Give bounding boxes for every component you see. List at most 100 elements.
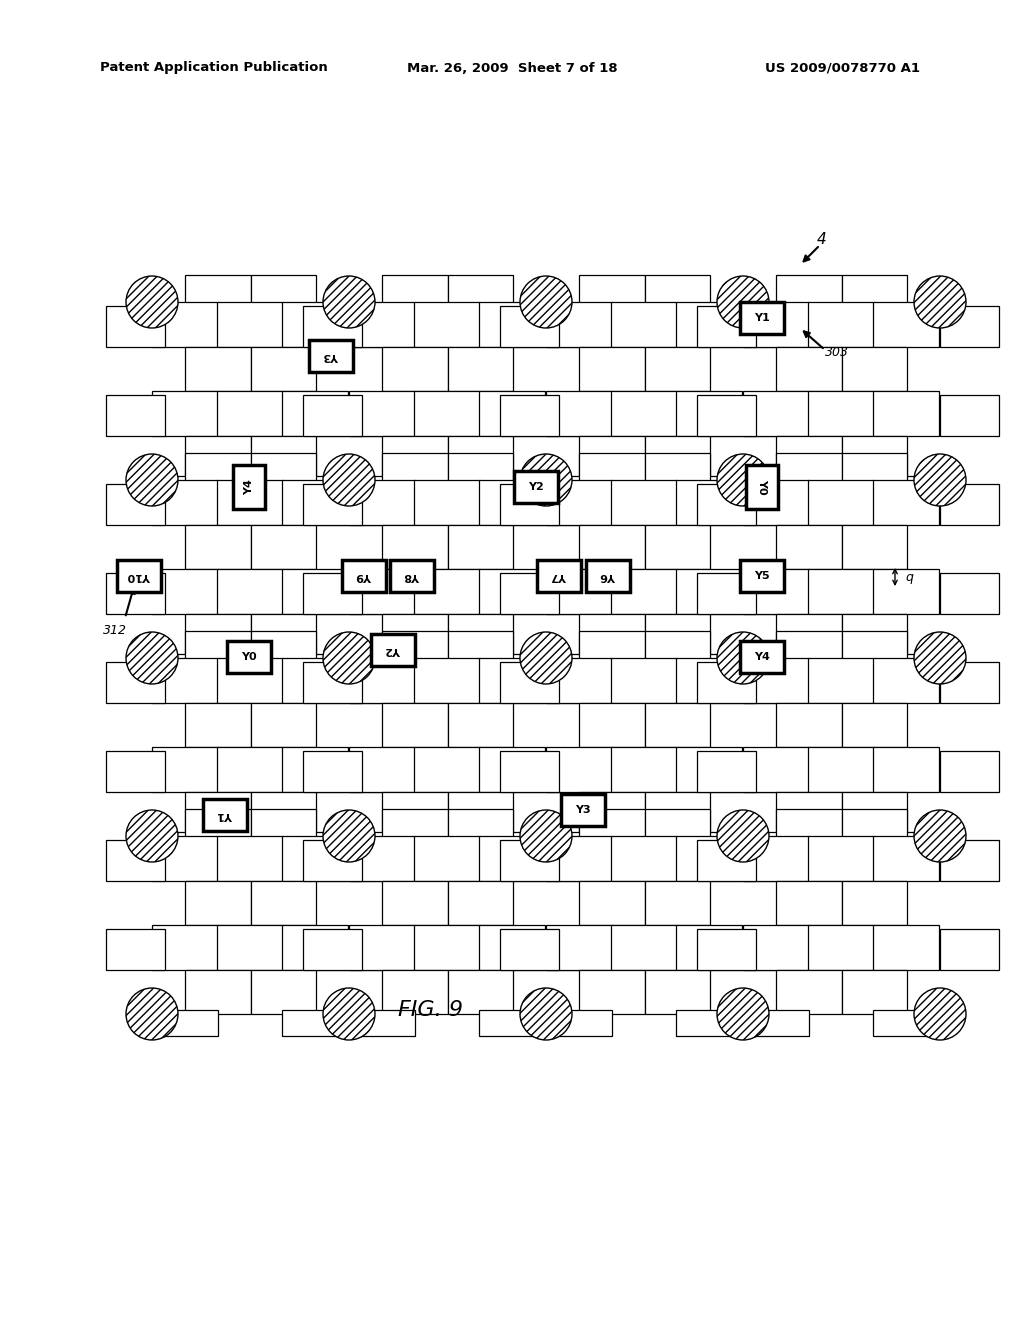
Bar (644, 809, 711, 851)
Bar (152, 1010, 218, 1036)
Bar (185, 792, 251, 836)
Bar (479, 475, 545, 502)
Bar (383, 631, 449, 673)
Bar (106, 396, 165, 436)
Circle shape (717, 810, 769, 862)
Bar (697, 841, 756, 880)
Bar (349, 306, 409, 346)
Bar (546, 751, 605, 792)
Bar (743, 747, 809, 792)
Bar (251, 346, 316, 391)
Bar (644, 631, 711, 673)
Bar (349, 841, 409, 880)
Bar (447, 524, 513, 569)
Bar (251, 436, 316, 480)
Bar (251, 453, 316, 495)
Bar (676, 836, 741, 880)
Bar (546, 832, 611, 858)
Bar (743, 573, 802, 614)
Bar (611, 480, 677, 524)
Bar (349, 1010, 415, 1036)
Bar (383, 436, 449, 480)
Bar (743, 925, 809, 969)
Bar (537, 560, 581, 591)
Bar (479, 832, 545, 858)
Bar (185, 453, 251, 495)
Bar (776, 631, 842, 673)
Bar (644, 614, 711, 657)
Bar (676, 302, 741, 346)
Bar (611, 391, 677, 436)
Bar (842, 524, 907, 569)
Bar (152, 569, 218, 614)
Bar (217, 569, 283, 614)
Bar (479, 391, 545, 436)
Bar (676, 747, 741, 792)
Bar (349, 480, 415, 524)
Bar (349, 751, 409, 792)
Bar (940, 573, 999, 614)
Bar (676, 657, 741, 702)
Bar (383, 809, 449, 851)
Bar (873, 475, 939, 502)
Circle shape (914, 454, 966, 506)
Bar (217, 925, 283, 969)
Bar (743, 475, 809, 502)
Text: Y3: Y3 (324, 351, 339, 360)
Bar (676, 475, 741, 502)
Bar (251, 276, 316, 318)
Bar (644, 436, 711, 480)
Bar (185, 702, 251, 747)
Circle shape (323, 987, 375, 1040)
Text: Y8: Y8 (404, 572, 420, 581)
Bar (479, 480, 545, 524)
Bar (479, 653, 545, 680)
Bar (842, 453, 907, 495)
Bar (479, 657, 545, 702)
Circle shape (323, 454, 375, 506)
Bar (940, 751, 999, 792)
Bar (479, 836, 545, 880)
Bar (842, 631, 907, 673)
Text: FIG. 9: FIG. 9 (397, 1001, 463, 1020)
Bar (500, 929, 559, 969)
Bar (776, 969, 842, 1014)
Bar (697, 306, 756, 346)
Circle shape (520, 987, 572, 1040)
Bar (842, 702, 907, 747)
Bar (546, 925, 611, 969)
Bar (873, 925, 939, 969)
Bar (873, 391, 939, 436)
Bar (676, 925, 741, 969)
Bar (697, 929, 756, 969)
Bar (414, 480, 479, 524)
Bar (500, 841, 559, 880)
Bar (106, 841, 165, 880)
Bar (414, 836, 479, 880)
Circle shape (126, 454, 178, 506)
Bar (644, 524, 711, 569)
Bar (842, 276, 907, 318)
Bar (282, 657, 348, 702)
Bar (611, 925, 677, 969)
Text: Y2: Y2 (528, 482, 544, 492)
Bar (546, 573, 605, 614)
Bar (580, 792, 645, 836)
Bar (251, 880, 316, 925)
Bar (349, 653, 415, 680)
Bar (873, 657, 939, 702)
Bar (940, 663, 999, 702)
Bar (776, 436, 842, 480)
Bar (282, 832, 348, 858)
Bar (414, 391, 479, 436)
Bar (842, 614, 907, 657)
Circle shape (914, 632, 966, 684)
Bar (227, 642, 271, 673)
Circle shape (717, 987, 769, 1040)
Text: Y1: Y1 (217, 810, 232, 820)
Bar (303, 751, 362, 792)
Text: Y6: Y6 (600, 572, 616, 581)
Bar (282, 747, 348, 792)
Bar (383, 524, 449, 569)
Bar (251, 702, 316, 747)
